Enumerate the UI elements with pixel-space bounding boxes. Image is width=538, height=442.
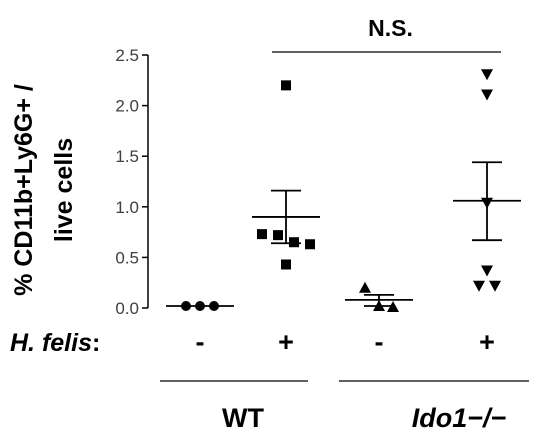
h-felis-label-main: H. felis [10, 329, 92, 357]
h-felis-status: + [278, 327, 294, 357]
data-group-1 [166, 300, 234, 311]
data-point [481, 89, 493, 101]
h-felis-label: H. felis: [10, 329, 100, 357]
h-felis-status: - [375, 327, 384, 357]
y-axis-title-line-2: live cells [50, 138, 78, 242]
data-point [281, 80, 291, 91]
h-felis-label-suffix: : [92, 329, 100, 357]
data-point [281, 259, 291, 270]
data-point [481, 69, 493, 81]
y-tick-label: 1.5 [115, 147, 139, 166]
data-group-2 [252, 80, 320, 270]
h-felis-row: H. felis: - + - + [10, 327, 495, 357]
significance-label: N.S. [368, 15, 413, 41]
genotype-label: WT [222, 403, 264, 433]
y-tick-label: 1.0 [115, 198, 139, 217]
annotations: N.S. [272, 15, 501, 53]
data-group-4 [453, 69, 521, 292]
data-point [359, 281, 371, 293]
data-point [273, 230, 283, 241]
data-point [305, 239, 315, 250]
genotype-row: WT Ido1−/− [160, 380, 529, 433]
data-point [257, 229, 267, 240]
y-axis-title: % CD11b+Ly6G+ / live cells [10, 84, 78, 296]
y-tick-label: 0.5 [115, 248, 139, 267]
data-group-3 [345, 281, 413, 312]
y-ticks: 0.0 0.5 1.0 1.5 2.0 2.5 [115, 46, 148, 318]
data-point [481, 265, 493, 277]
h-felis-status: + [479, 327, 495, 357]
y-axis-title-line-1: % CD11b+Ly6G+ / [10, 84, 38, 296]
y-tick-label: 2.0 [115, 97, 139, 116]
data-groups [166, 69, 521, 312]
data-point [489, 280, 501, 292]
y-tick-label: 2.5 [115, 46, 139, 65]
h-felis-status: - [196, 327, 205, 357]
y-tick-label: 0.0 [115, 299, 139, 318]
genotype-label: Ido1−/− [412, 403, 507, 433]
data-point [473, 280, 485, 292]
data-point [289, 237, 299, 248]
